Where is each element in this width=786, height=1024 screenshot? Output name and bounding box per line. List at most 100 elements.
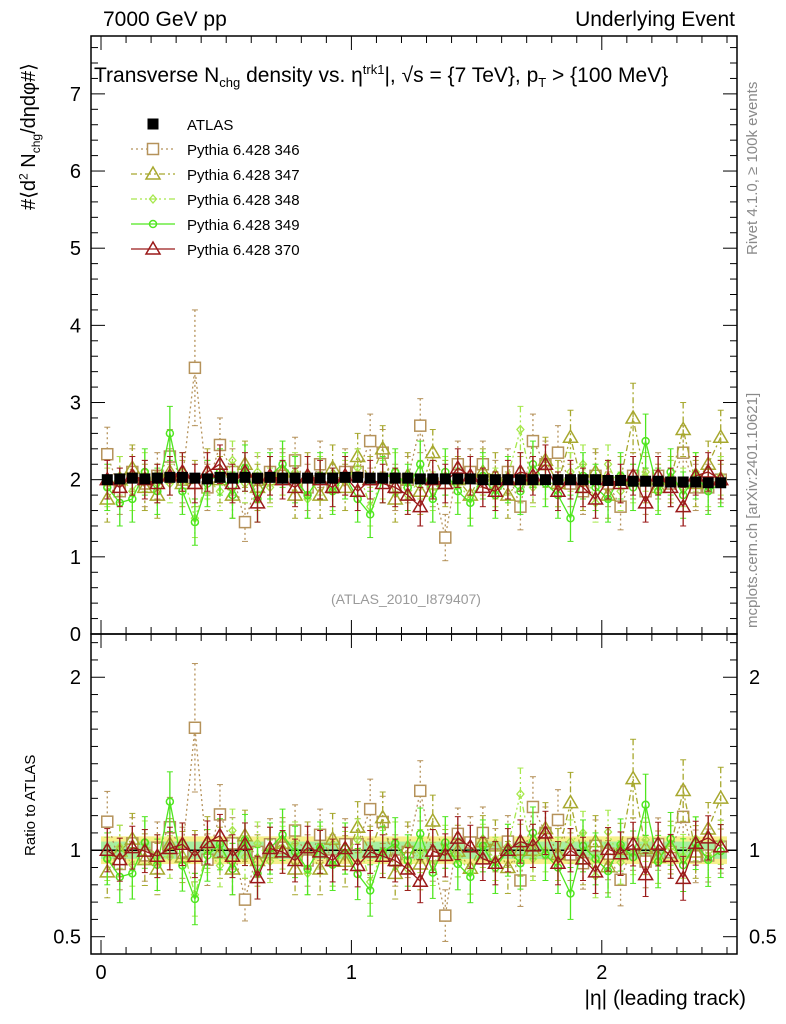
ratio-point-p370 [712,838,730,853]
main-y-tick-label: 5 [70,238,81,260]
legend-label-atlas: ATLAS [187,117,233,134]
main-point-p347 [562,428,579,443]
main-point-atlas [502,474,514,486]
ylabel-mid: N [18,153,40,174]
main-point-p370 [386,478,404,494]
ratio-y-tick-label-left: 2 [70,667,81,689]
plot-title-sub-chg: chg [219,75,241,91]
ratio-point-p370 [436,846,454,862]
main-y-axis-label: #⟨d2 Nchg/dηdφ#⟩ [16,63,43,210]
ratio-point-p370 [149,847,166,862]
ratio-point-p370 [612,845,629,860]
x-axis-label: |η| (leading track) [584,987,746,1010]
ratio-point-p370 [699,829,717,844]
main-point-atlas [201,473,213,485]
main-point-atlas [364,472,376,484]
main-point-atlas [602,474,614,486]
main-point-atlas [164,471,176,483]
ratio-point-p370 [261,840,279,855]
ratio-point-p370 [161,840,179,855]
main-point-atlas [464,473,476,485]
main-point-atlas [539,474,551,486]
ratio-point-p370 [449,829,467,844]
main-point-p370 [286,478,304,494]
main-point-p347 [424,444,442,459]
rivet-version-text: Rivet 4.1.0, ≥ 100k events [744,81,761,255]
ratio-point-p346 [363,802,377,816]
main-point-atlas [139,473,151,485]
main-point-atlas [239,471,251,483]
legend-label-p370: Pythia 6.428 370 [187,242,300,259]
legend-marker-p349 [148,219,158,229]
ratio-point-p370 [386,852,404,867]
ylabel-pre: #⟨d [18,179,40,210]
ratio-y-tick-label-left: 1 [70,840,81,862]
main-point-p370 [637,494,654,509]
main-point-p370 [411,498,429,513]
main-point-p370 [699,463,717,478]
legend-label-p346: Pythia 6.428 346 [187,142,300,159]
main-point-atlas [665,476,677,488]
ratio-point-p370 [361,843,379,858]
main-point-atlas [552,474,564,486]
main-point-atlas [627,475,639,487]
main-point-atlas [427,473,439,485]
ratio-point-p370 [462,838,479,853]
main-point-atlas [527,474,539,486]
legend-label-p347: Pythia 6.428 347 [187,167,300,184]
mcplots-site-text: mcplots.cern.ch [arXiv:2401.10621] [744,392,761,628]
main-point-p349 [365,510,375,519]
main-y-tick-label: 0 [70,624,81,646]
ratio-point-p370 [199,833,216,849]
ratio-point-p370 [98,841,116,856]
main-point-p370 [349,482,366,498]
main-point-p370 [399,486,417,501]
ratio-point-p370 [587,863,604,878]
ratio-point-p370 [599,840,617,856]
ratio-panel-series [98,663,730,942]
ratio-point-p347 [712,789,730,804]
main-point-p370 [211,455,229,470]
ratio-point-p346 [238,893,252,906]
header-left-title: 7000 GeV pp [103,8,227,31]
ratio-point-p349 [416,829,425,839]
legend-marker-p346 [146,142,160,156]
plot-title-sub-t: T [538,75,547,91]
main-point-atlas [176,471,188,483]
main-point-atlas [452,473,464,485]
ratio-line-p346 [106,727,722,916]
ratio-point-p346 [551,813,565,827]
main-point-atlas [151,472,163,484]
main-point-p347 [712,428,730,443]
main-point-atlas [126,472,138,484]
main-point-p370 [549,482,567,498]
main-point-p346 [363,434,377,448]
main-point-p370 [324,478,341,494]
main-line-p348 [106,429,722,521]
main-point-p347 [624,409,642,424]
ratio-y-axis-label: Ratio to ATLAS [22,754,39,856]
legend-label-p348: Pythia 6.428 348 [187,192,300,209]
main-point-p370 [574,478,592,494]
main-point-atlas [577,474,589,486]
ratio-point-p349 [365,886,375,895]
ratio-y-tick-label-left: 0.5 [53,927,81,949]
ratio-point-p347 [624,770,642,785]
main-point-atlas [514,474,526,486]
main-point-p370 [537,455,554,470]
ratio-point-p349 [165,797,175,806]
ratio-point-p349 [128,869,137,878]
main-point-atlas [477,474,489,486]
main-point-atlas [590,474,602,486]
plot-title-sup-trk1: trk1 [362,62,385,77]
ratio-point-p346 [414,784,427,798]
main-point-atlas [114,473,126,485]
main-point-atlas [389,472,401,484]
main-point-p346 [439,531,452,544]
main-point-atlas [327,472,339,484]
ratio-point-p370 [649,835,667,850]
ratio-panel-frame [90,633,738,955]
main-panel-series [98,309,730,562]
main-point-p346 [414,419,427,432]
